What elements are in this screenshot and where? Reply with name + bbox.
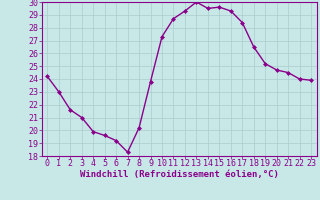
X-axis label: Windchill (Refroidissement éolien,°C): Windchill (Refroidissement éolien,°C) [80, 170, 279, 179]
